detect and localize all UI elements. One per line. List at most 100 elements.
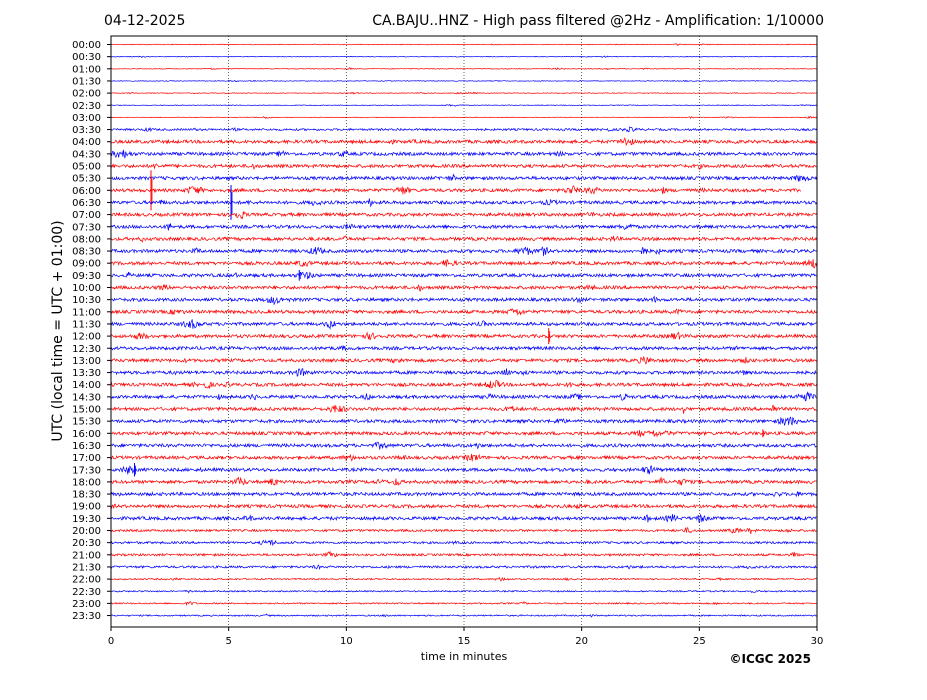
trace-1130 xyxy=(110,319,817,330)
trace-0530 xyxy=(110,173,817,182)
row-label: 11:00 xyxy=(72,307,101,318)
row-label: 19:00 xyxy=(72,502,101,513)
trace-0330 xyxy=(110,126,817,133)
row-label: 17:30 xyxy=(72,465,101,476)
trace-2200 xyxy=(110,576,817,582)
row-label: 23:30 xyxy=(72,611,101,622)
trace-1630 xyxy=(110,441,817,450)
trace-2130 xyxy=(110,564,817,570)
row-label: 12:30 xyxy=(72,344,101,355)
row-label: 14:00 xyxy=(72,380,101,391)
row-label: 06:00 xyxy=(72,186,101,197)
row-label: 04:30 xyxy=(72,149,101,160)
trace-0430 xyxy=(110,149,817,159)
y-axis-label: UTC (local time = UTC + 01:00) xyxy=(50,220,66,441)
trace-1030 xyxy=(110,295,817,306)
trace-1830 xyxy=(110,491,817,498)
row-label: 19:30 xyxy=(72,514,101,525)
trace-1730 xyxy=(110,464,817,475)
row-label: 22:30 xyxy=(72,587,101,598)
row-label: 03:00 xyxy=(72,113,101,124)
trace-2230 xyxy=(110,589,817,594)
trace-0730 xyxy=(110,223,817,231)
trace-2000 xyxy=(110,527,817,534)
chart-date: 04-12-2025 xyxy=(104,13,185,29)
trace-0830 xyxy=(110,246,817,257)
row-label: 21:30 xyxy=(72,562,101,573)
trace-group xyxy=(110,43,817,618)
trace-0500 xyxy=(110,163,817,170)
trace-0200 xyxy=(110,91,817,95)
trace-0300 xyxy=(110,115,817,120)
trace-1230 xyxy=(110,344,817,352)
row-label: 02:30 xyxy=(72,101,101,112)
trace-0800 xyxy=(110,235,817,243)
chart-title: CA.BAJU..HNZ - High pass filtered @2Hz -… xyxy=(372,13,824,29)
trace-1500 xyxy=(110,404,817,414)
row-label: 06:30 xyxy=(72,198,101,209)
row-label: 13:30 xyxy=(72,368,101,379)
trace-2330 xyxy=(110,613,817,618)
trace-0700 xyxy=(110,211,817,220)
copyright-notice: ©ICGC 2025 xyxy=(729,652,811,666)
row-label: 07:00 xyxy=(72,210,101,221)
trace-1900 xyxy=(110,502,817,510)
trace-1430 xyxy=(110,391,817,402)
row-label: 01:00 xyxy=(72,64,101,75)
trace-0030 xyxy=(110,55,817,59)
trace-0900 xyxy=(110,258,817,269)
trace-1100 xyxy=(110,308,817,316)
row-label: 18:00 xyxy=(72,477,101,488)
row-label: 16:00 xyxy=(72,429,101,440)
x-axis-group: 0 5 10 15 20 25 30 xyxy=(108,627,824,647)
x-tick-label: 0 xyxy=(108,636,114,647)
row-label: 17:00 xyxy=(72,453,101,464)
row-label: 12:00 xyxy=(72,332,101,343)
x-tick-label: 5 xyxy=(225,636,231,647)
trace-2300 xyxy=(110,600,817,607)
trace-1930 xyxy=(110,513,817,523)
row-label: 22:00 xyxy=(72,575,101,586)
row-label: 13:00 xyxy=(72,356,101,367)
row-label: 14:30 xyxy=(72,392,101,403)
trace-0400 xyxy=(110,137,817,147)
row-label: 16:30 xyxy=(72,441,101,452)
row-label: 03:30 xyxy=(72,125,101,136)
trace-2030 xyxy=(110,539,817,547)
row-label: 00:00 xyxy=(72,40,101,51)
trace-1800 xyxy=(110,476,817,486)
row-label: 15:30 xyxy=(72,417,101,428)
trace-1700 xyxy=(110,453,817,462)
x-tick-label: 10 xyxy=(340,636,353,647)
trace-2100 xyxy=(110,550,817,558)
row-label: 05:00 xyxy=(72,162,101,173)
trace-0130 xyxy=(110,79,817,83)
row-label: 21:00 xyxy=(72,550,101,561)
row-label: 20:30 xyxy=(72,538,101,549)
row-label: 00:30 xyxy=(72,52,101,63)
row-label: 10:00 xyxy=(72,283,101,294)
row-label: 11:30 xyxy=(72,319,101,330)
row-label: 01:30 xyxy=(72,76,101,87)
trace-1330 xyxy=(110,368,817,377)
row-label: 20:00 xyxy=(72,526,101,537)
row-label: 23:00 xyxy=(72,599,101,610)
row-label: 18:30 xyxy=(72,490,101,501)
row-label: 10:30 xyxy=(72,295,101,306)
row-label: 09:30 xyxy=(72,271,101,282)
trace-0930 xyxy=(110,271,817,280)
row-label: 02:00 xyxy=(72,89,101,100)
trace-0230 xyxy=(110,103,817,107)
trace-0000 xyxy=(110,43,817,47)
grid-group xyxy=(228,36,700,627)
trace-1530 xyxy=(110,416,817,426)
x-tick-label: 25 xyxy=(693,636,706,647)
x-tick-label: 15 xyxy=(458,636,471,647)
x-axis-label: time in minutes xyxy=(421,650,508,663)
row-label: 08:30 xyxy=(72,247,101,258)
x-tick-label: 20 xyxy=(575,636,588,647)
trace-0100 xyxy=(110,67,817,71)
x-tick-label: 30 xyxy=(811,636,824,647)
